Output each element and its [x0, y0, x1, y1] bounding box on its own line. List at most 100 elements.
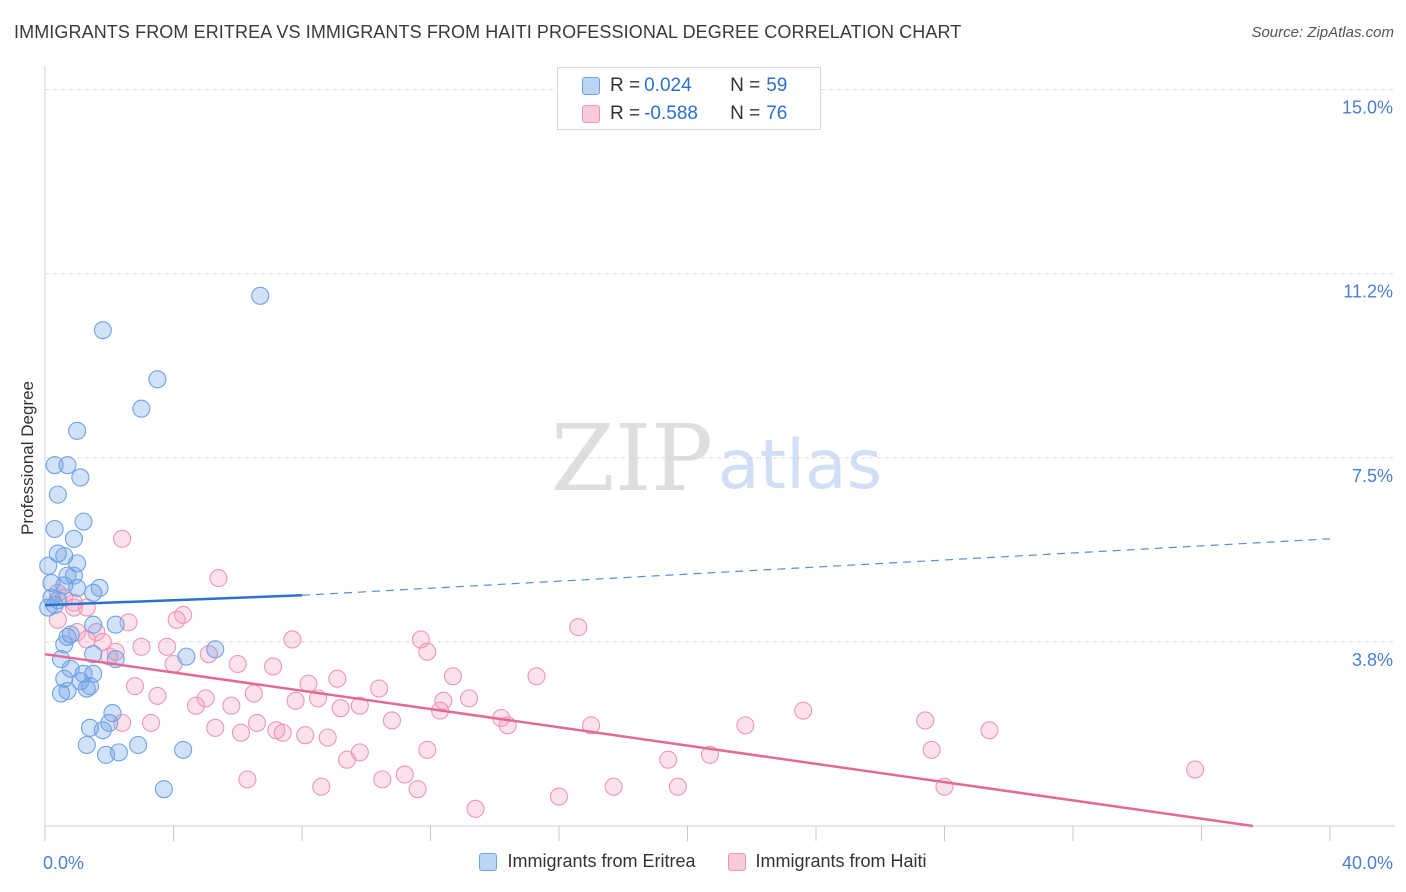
- legend-item-haiti[interactable]: Immigrants from Haiti: [727, 851, 927, 872]
- y-tick-label: 15.0%: [1342, 98, 1393, 118]
- eritrea-point: [45, 456, 64, 475]
- haiti-point: [443, 667, 463, 686]
- eritrea-points: [39, 286, 270, 799]
- eritrea-swatch: [582, 77, 600, 95]
- axes: [44, 66, 1395, 841]
- eritrea-point: [58, 566, 77, 585]
- haiti-point: [158, 637, 177, 656]
- haiti-point: [113, 529, 132, 548]
- eritrea-point: [129, 735, 148, 755]
- eritrea-point: [93, 721, 112, 740]
- haiti-point: [231, 723, 251, 742]
- haiti-point: [244, 684, 263, 703]
- eritrea-point: [71, 672, 90, 691]
- haiti-point: [395, 765, 414, 784]
- legend-haiti-label: Immigrants from Haiti: [755, 851, 927, 871]
- haiti-point: [350, 696, 369, 715]
- haiti-point: [373, 770, 392, 789]
- legend-eritrea-swatch: [479, 852, 498, 871]
- eritrea-point: [251, 286, 270, 305]
- haiti-point: [167, 610, 186, 629]
- watermark-atlas: atlas: [718, 426, 882, 505]
- haiti-swatch: [582, 105, 600, 123]
- haiti-point: [209, 569, 228, 588]
- haiti-point: [382, 711, 402, 730]
- haiti-point: [466, 799, 485, 818]
- haiti-point: [222, 696, 241, 715]
- eritrea-point: [77, 735, 96, 755]
- eritrea-point: [55, 635, 74, 654]
- haiti-point: [125, 677, 144, 696]
- haiti-point: [141, 713, 161, 732]
- haiti-point: [527, 667, 546, 686]
- haiti-point: [206, 718, 225, 737]
- eritrea-point: [177, 647, 196, 666]
- eritrea-point: [58, 456, 77, 475]
- haiti-trend-line: [44, 652, 1254, 828]
- chart-title: IMMIGRANTS FROM ERITREA VS IMMIGRANTS FR…: [14, 22, 962, 42]
- x-tick-label: 40.0%: [1342, 853, 1393, 873]
- haiti-r-value: -0.588: [644, 103, 698, 124]
- eritrea-point: [77, 679, 96, 698]
- eritrea-point: [84, 583, 103, 602]
- haiti-n-value: 76: [766, 103, 788, 124]
- haiti-point: [328, 669, 347, 688]
- haiti-point: [273, 723, 292, 742]
- haiti-point: [659, 750, 678, 769]
- eritrea-point: [84, 645, 103, 664]
- haiti-points: [48, 529, 1205, 818]
- eritrea-point: [106, 615, 125, 634]
- eritrea-trend-extension: [301, 538, 1331, 596]
- haiti-point: [794, 701, 813, 720]
- haiti-point: [247, 713, 267, 732]
- y-tick-label: 11.2%: [1343, 282, 1393, 302]
- r-label: R =: [610, 103, 641, 124]
- eritrea-point: [148, 370, 167, 389]
- eritrea-point: [39, 598, 58, 617]
- haiti-point: [1186, 760, 1205, 779]
- haiti-point: [48, 610, 67, 629]
- legend-eritrea-label: Immigrants from Eritrea: [507, 851, 696, 871]
- n-label: N =: [730, 103, 761, 124]
- haiti-point: [148, 686, 167, 705]
- eritrea-point: [174, 740, 193, 759]
- eritrea-point: [154, 780, 173, 799]
- haiti-point: [916, 711, 935, 730]
- source-label: Source: ZipAtlas.com: [1251, 24, 1394, 41]
- stats-row-haiti: R = -0.588 N = 76: [582, 103, 787, 125]
- stats-row-eritrea: R = 0.024 N = 59: [582, 75, 787, 97]
- tick-labels: 3.8% 7.5% 11.2% 15.0% 0.0% 40.0%: [43, 98, 1393, 873]
- haiti-point: [370, 679, 389, 698]
- eritrea-point: [52, 684, 71, 703]
- eritrea-point: [103, 704, 122, 723]
- eritrea-r-value: 0.024: [644, 75, 692, 96]
- eritrea-point: [206, 640, 225, 659]
- watermark: ZIP atlas: [551, 405, 882, 512]
- eritrea-point: [48, 485, 67, 504]
- haiti-point: [286, 691, 305, 710]
- haiti-point: [113, 713, 132, 732]
- trend-lines: [44, 538, 1331, 828]
- eritrea-point: [45, 519, 64, 539]
- eritrea-point: [68, 578, 87, 597]
- haiti-point: [418, 740, 437, 759]
- legend-haiti-swatch: [727, 852, 746, 871]
- eritrea-n-value: 59: [766, 75, 788, 96]
- haiti-point: [238, 770, 257, 789]
- eritrea-point: [64, 529, 83, 548]
- haiti-point: [459, 689, 479, 708]
- n-label: N =: [730, 75, 761, 96]
- haiti-point: [228, 654, 247, 674]
- x-tick-label: 0.0%: [43, 853, 84, 873]
- haiti-point: [434, 691, 453, 710]
- eritrea-point: [84, 615, 103, 634]
- eritrea-trend-line: [44, 594, 303, 607]
- y-tick-label: 7.5%: [1352, 466, 1393, 486]
- legend-item-eritrea[interactable]: Immigrants from Eritrea: [479, 851, 696, 872]
- haiti-point: [312, 777, 331, 796]
- haiti-point: [318, 728, 337, 747]
- eritrea-point: [96, 745, 116, 764]
- haiti-point: [264, 657, 283, 676]
- eritrea-point: [80, 677, 100, 696]
